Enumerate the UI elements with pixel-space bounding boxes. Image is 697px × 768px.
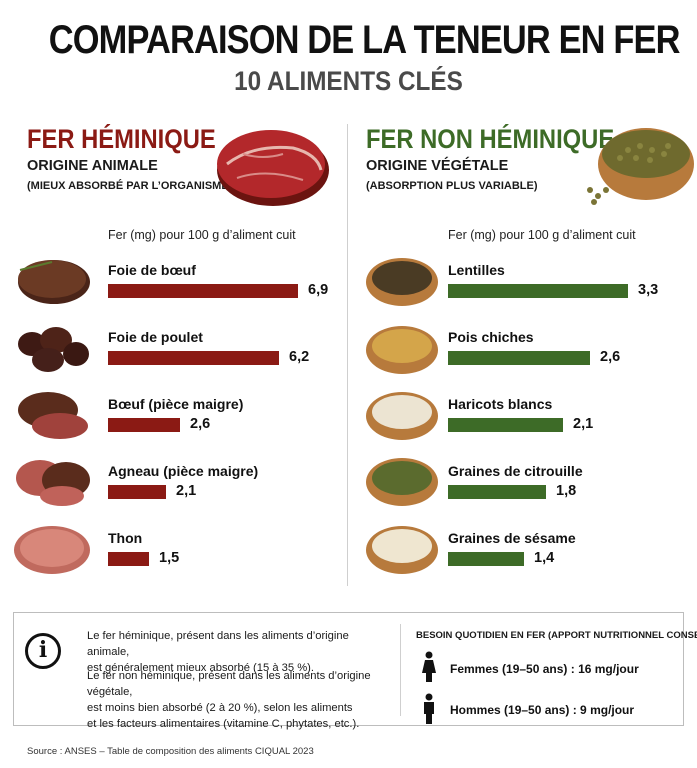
heme-value-label: 6,9 [308, 282, 329, 298]
nonheme-value-label: 2,1 [573, 416, 594, 432]
nonheme-origin: ORIGINE VÉGÉTALE [366, 158, 509, 174]
sesame-seeds-image [366, 526, 438, 574]
heme-label: Thon [108, 530, 143, 546]
nonheme-bar [448, 485, 546, 499]
steak-image [217, 130, 329, 206]
nonheme-value-label: 2,6 [600, 349, 621, 365]
beef-liver-image [18, 260, 90, 304]
heme-bar [108, 284, 298, 298]
page-subtitle: 10 ALIMENTS CLÉS [234, 66, 463, 96]
heme-value-label: 2,1 [176, 483, 197, 499]
info-p2-line1: Le fer non héminique, présent dans les a… [87, 670, 371, 698]
pumpkin-seeds-image [366, 458, 438, 506]
info-icon: i [25, 633, 61, 669]
heme-origin: ORIGINE ANIMALE [27, 158, 158, 174]
heme-value-label: 6,2 [289, 349, 310, 365]
lamb-image [16, 460, 90, 506]
lentil-bowl-image [587, 128, 694, 205]
nonheme-bar [448, 418, 563, 432]
info-p2-line2: est moins bien absorbé (2 à 20 %), selon… [87, 702, 353, 714]
info-p1-line1: Le fer héminique, présent dans les alime… [87, 630, 349, 658]
nonheme-bar [448, 351, 590, 365]
man-icon [424, 693, 434, 724]
column-divider [347, 124, 348, 586]
nonheme-bar [448, 284, 628, 298]
page-title: COMPARAISON DE LA TENEUR EN FER [48, 18, 681, 62]
lentils-image [366, 258, 438, 306]
heme-label: Foie de bœuf [108, 262, 196, 278]
nonheme-value-label: 1,4 [534, 550, 555, 566]
chickpeas-image [366, 326, 438, 374]
nonheme-label: Graines de citrouille [448, 463, 583, 479]
heme-label: Bœuf (pièce maigre) [108, 396, 244, 412]
nonheme-bar [448, 552, 524, 566]
requirements-title: BESOIN QUOTIDIEN EN FER (APPORT NUTRITIO… [416, 630, 697, 641]
nonheme-note: (ABSORPTION PLUS VARIABLE) [366, 180, 538, 192]
nonheme-label: Haricots blancs [448, 396, 553, 412]
tuna-image [14, 526, 90, 574]
info-p1-line2: est généralement mieux absorbé (15 à 35 … [87, 662, 314, 674]
source-note: Source : ANSES – Table de composition de… [27, 746, 314, 757]
info-divider [400, 624, 401, 716]
lean-beef-image [18, 392, 88, 439]
nonheme-value-label: 1,8 [556, 483, 577, 499]
nonheme-axis-note: Fer (mg) pour 100 g d’aliment cuit [448, 228, 636, 242]
info-paragraph-nonheme: Le fer non héminique, présent dans les a… [87, 668, 382, 732]
women-requirement: Femmes (19–50 ans) : 16 mg/jour [450, 662, 639, 676]
woman-icon [422, 651, 436, 682]
heme-label: Agneau (pièce maigre) [108, 463, 259, 479]
info-box [13, 612, 684, 726]
nonheme-label: Pois chiches [448, 329, 534, 345]
white-beans-image [366, 392, 438, 440]
nonheme-label: Lentilles [448, 262, 505, 278]
heme-note: (MIEUX ABSORBÉ PAR L’ORGANISME) [27, 180, 233, 192]
heme-bar [108, 485, 166, 499]
nonheme-label: Graines de sésame [448, 530, 576, 546]
heme-label: Foie de poulet [108, 329, 203, 345]
info-p2-line3: et les facteurs alimentaires (vitamine C… [87, 718, 360, 730]
men-requirement: Hommes (19–50 ans) : 9 mg/jour [450, 703, 635, 717]
info-paragraph-heme: Le fer héminique, présent dans les alime… [87, 628, 382, 676]
heme-value-label: 2,6 [190, 416, 211, 432]
heme-title: FER HÉMINIQUE [27, 124, 216, 154]
heme-bar [108, 552, 149, 566]
nonheme-title: FER NON HÉMINIQUE [366, 124, 615, 154]
heme-bar [108, 418, 180, 432]
heme-value-label: 1,5 [159, 550, 180, 566]
chicken-liver-image [18, 327, 89, 372]
nonheme-value-label: 3,3 [638, 282, 659, 298]
heme-bar [108, 351, 279, 365]
heme-axis-note: Fer (mg) pour 100 g d’aliment cuit [108, 228, 296, 242]
